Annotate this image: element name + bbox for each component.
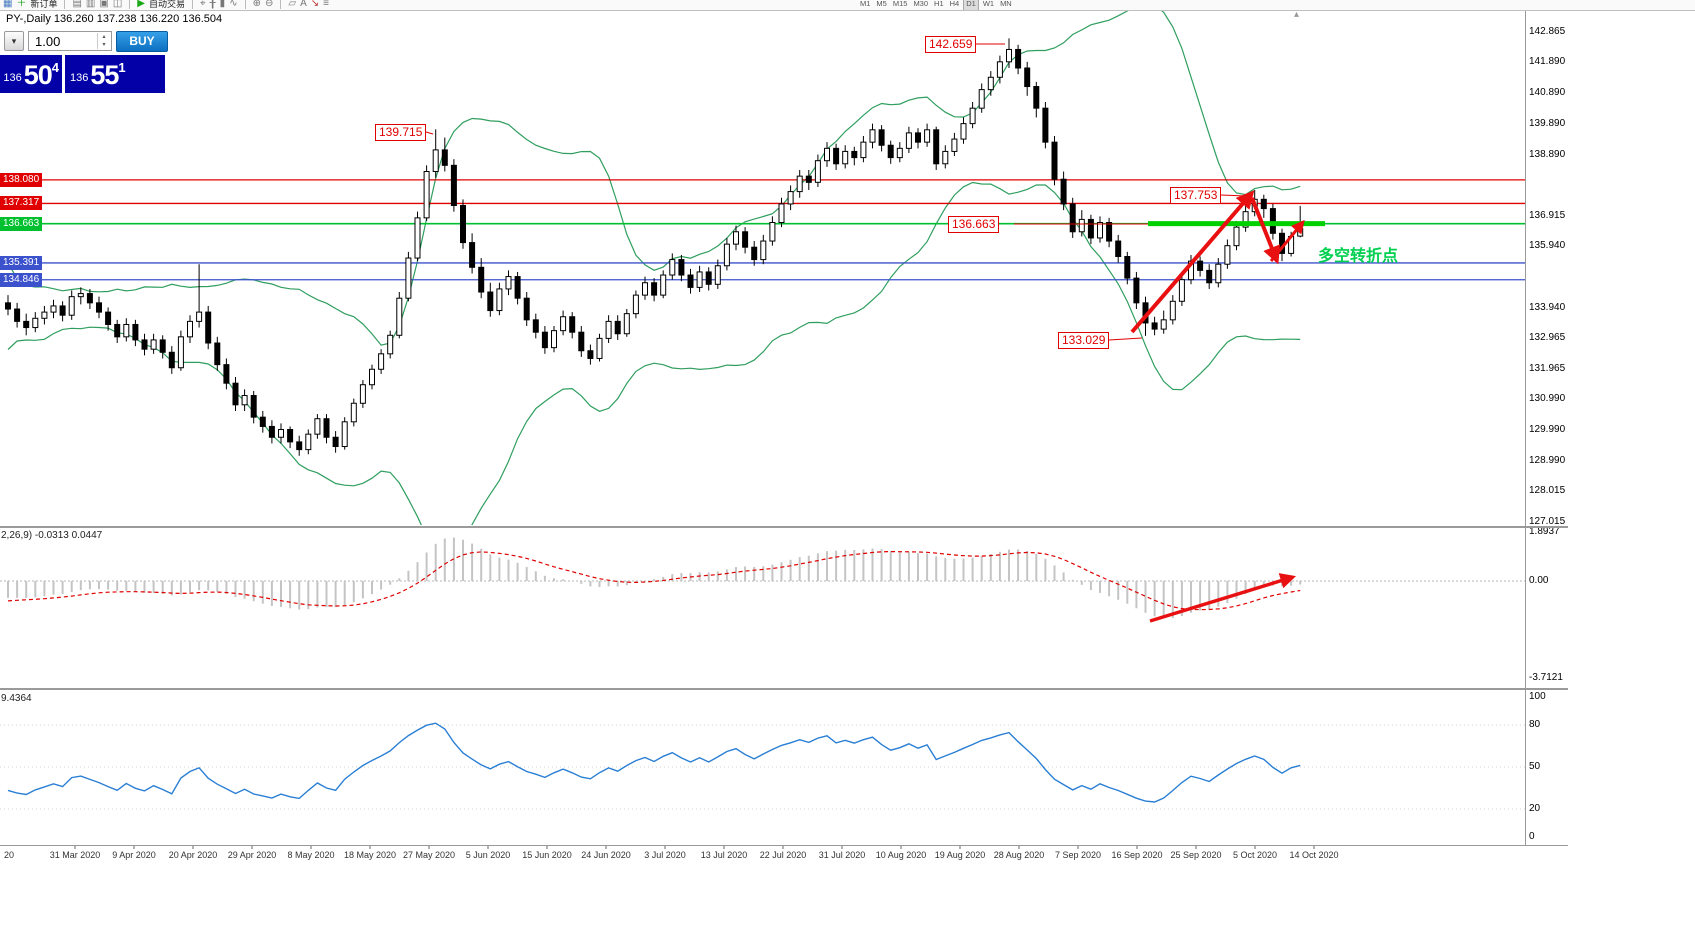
trendline-icon[interactable]: ↘	[310, 0, 320, 9]
timeframe-m15[interactable]: M15	[892, 0, 908, 8]
chart-shift-marker[interactable]: ▴	[1294, 9, 1300, 20]
toolbar: ▦ ＋新订单 ▤ ▥ ▣ ◫ ▶ 自动交易 ⌖ ╂ ▮ ∿ ⊕ ⊖ ▱ A ↘ ≡ M1 M5 M15 M30 H1 H4 D…	[0, 0, 1695, 11]
autotrade-label[interactable]: 自动交易	[148, 0, 185, 9]
timeframe-d1[interactable]: D1	[963, 0, 979, 10]
data-window-icon[interactable]: ▥	[85, 0, 96, 9]
new-chart-icon[interactable]: ▦	[3, 0, 13, 9]
date-axis-separator	[0, 845, 1568, 846]
buy-price-prefix: 136	[70, 72, 89, 84]
one-click-menu-button[interactable]: ▾	[4, 31, 24, 51]
turning-point-annotation[interactable]: 多空转折点	[1318, 248, 1399, 265]
market-watch-icon[interactable]: ▤	[72, 0, 82, 9]
toolbar-separator	[280, 0, 282, 9]
panel-separator-main-macd[interactable]	[0, 526, 1568, 528]
sell-price-box[interactable]: 136 50 4	[0, 55, 62, 93]
buy-price-pip: 1	[118, 60, 126, 75]
timeframe-m5[interactable]: M5	[876, 0, 887, 8]
chevron-down-icon: ▾	[11, 36, 17, 46]
volume-input[interactable]: 1.00 ▴ ▾	[28, 31, 112, 51]
timeframe-m1[interactable]: M1	[860, 0, 871, 8]
text-label-icon[interactable]: A	[300, 0, 307, 9]
timeframe-toolbar: M1 M5 M15 M30 H1 H4 D1 W1 MN	[858, 0, 1014, 10]
chart-ohlc-readout: PY-,Daily 136.260 137.238 136.220 136.50…	[6, 13, 223, 25]
indicators-icon[interactable]: ≡	[323, 0, 329, 9]
sell-price-big: 50	[23, 60, 53, 90]
price-label-callout[interactable]: 142.659	[925, 36, 977, 53]
toolbar-separator	[64, 0, 66, 9]
line-chart-icon[interactable]: ∿	[229, 0, 238, 9]
timeframe-w1[interactable]: W1	[982, 0, 995, 8]
crosshair-icon[interactable]: ⌖	[200, 0, 206, 9]
spinner-down-icon[interactable]: ▾	[102, 42, 106, 48]
timeframe-h4[interactable]: H4	[949, 0, 960, 8]
new-order-label[interactable]: 新订单	[30, 0, 58, 9]
bar-chart-icon[interactable]: ╂	[209, 0, 216, 9]
timeframe-mn[interactable]: MN	[1000, 0, 1012, 8]
buy-button[interactable]: BUY	[116, 30, 168, 52]
macd-indicator-label: 2,26,9) -0.0313 0.0447	[1, 530, 103, 541]
price-axis-border	[1525, 11, 1526, 845]
new-order-icon[interactable]: ＋	[16, 0, 27, 9]
price-label-callout[interactable]: 133.029	[1058, 332, 1110, 349]
volume-spinner[interactable]: ▴ ▾	[97, 33, 110, 49]
spinner-up-icon[interactable]: ▴	[102, 34, 106, 40]
toolbar-separator	[244, 0, 246, 9]
zoom-out-icon[interactable]: ⊖	[264, 0, 274, 9]
toolbar-separator	[129, 0, 131, 9]
sell-price-pip: 4	[51, 60, 59, 75]
timeframe-m30[interactable]: M30	[913, 0, 929, 8]
toolbar-separator	[192, 0, 193, 9]
autotrade-icon[interactable]: ▶	[137, 0, 145, 9]
price-label-callout[interactable]: 137.753	[1170, 187, 1222, 204]
buy-price-big: 55	[90, 60, 119, 90]
timeframe-h1[interactable]: H1	[934, 0, 944, 8]
volume-value: 1.00	[35, 33, 61, 49]
price-label-callout[interactable]: 139.715	[375, 124, 427, 141]
panel-separator-macd-rsi[interactable]	[0, 688, 1568, 690]
buy-price-box[interactable]: 136 55 1	[65, 55, 165, 93]
sell-price-prefix: 136	[3, 72, 22, 84]
price-label-callout[interactable]: 136.663	[948, 216, 1000, 233]
rsi-indicator-label: 9.4364	[1, 693, 32, 704]
objects-icon[interactable]: ▱	[288, 0, 297, 9]
terminal-icon[interactable]: ◫	[112, 0, 123, 9]
one-click-trading-panel: ▾ 1.00 ▴ ▾ BUY 136 50 4 136 55 1	[0, 30, 172, 93]
navigator-icon[interactable]: ▣	[99, 0, 109, 9]
candlestick-icon[interactable]: ▮	[219, 0, 226, 9]
zoom-in-icon[interactable]: ⊕	[252, 0, 261, 9]
